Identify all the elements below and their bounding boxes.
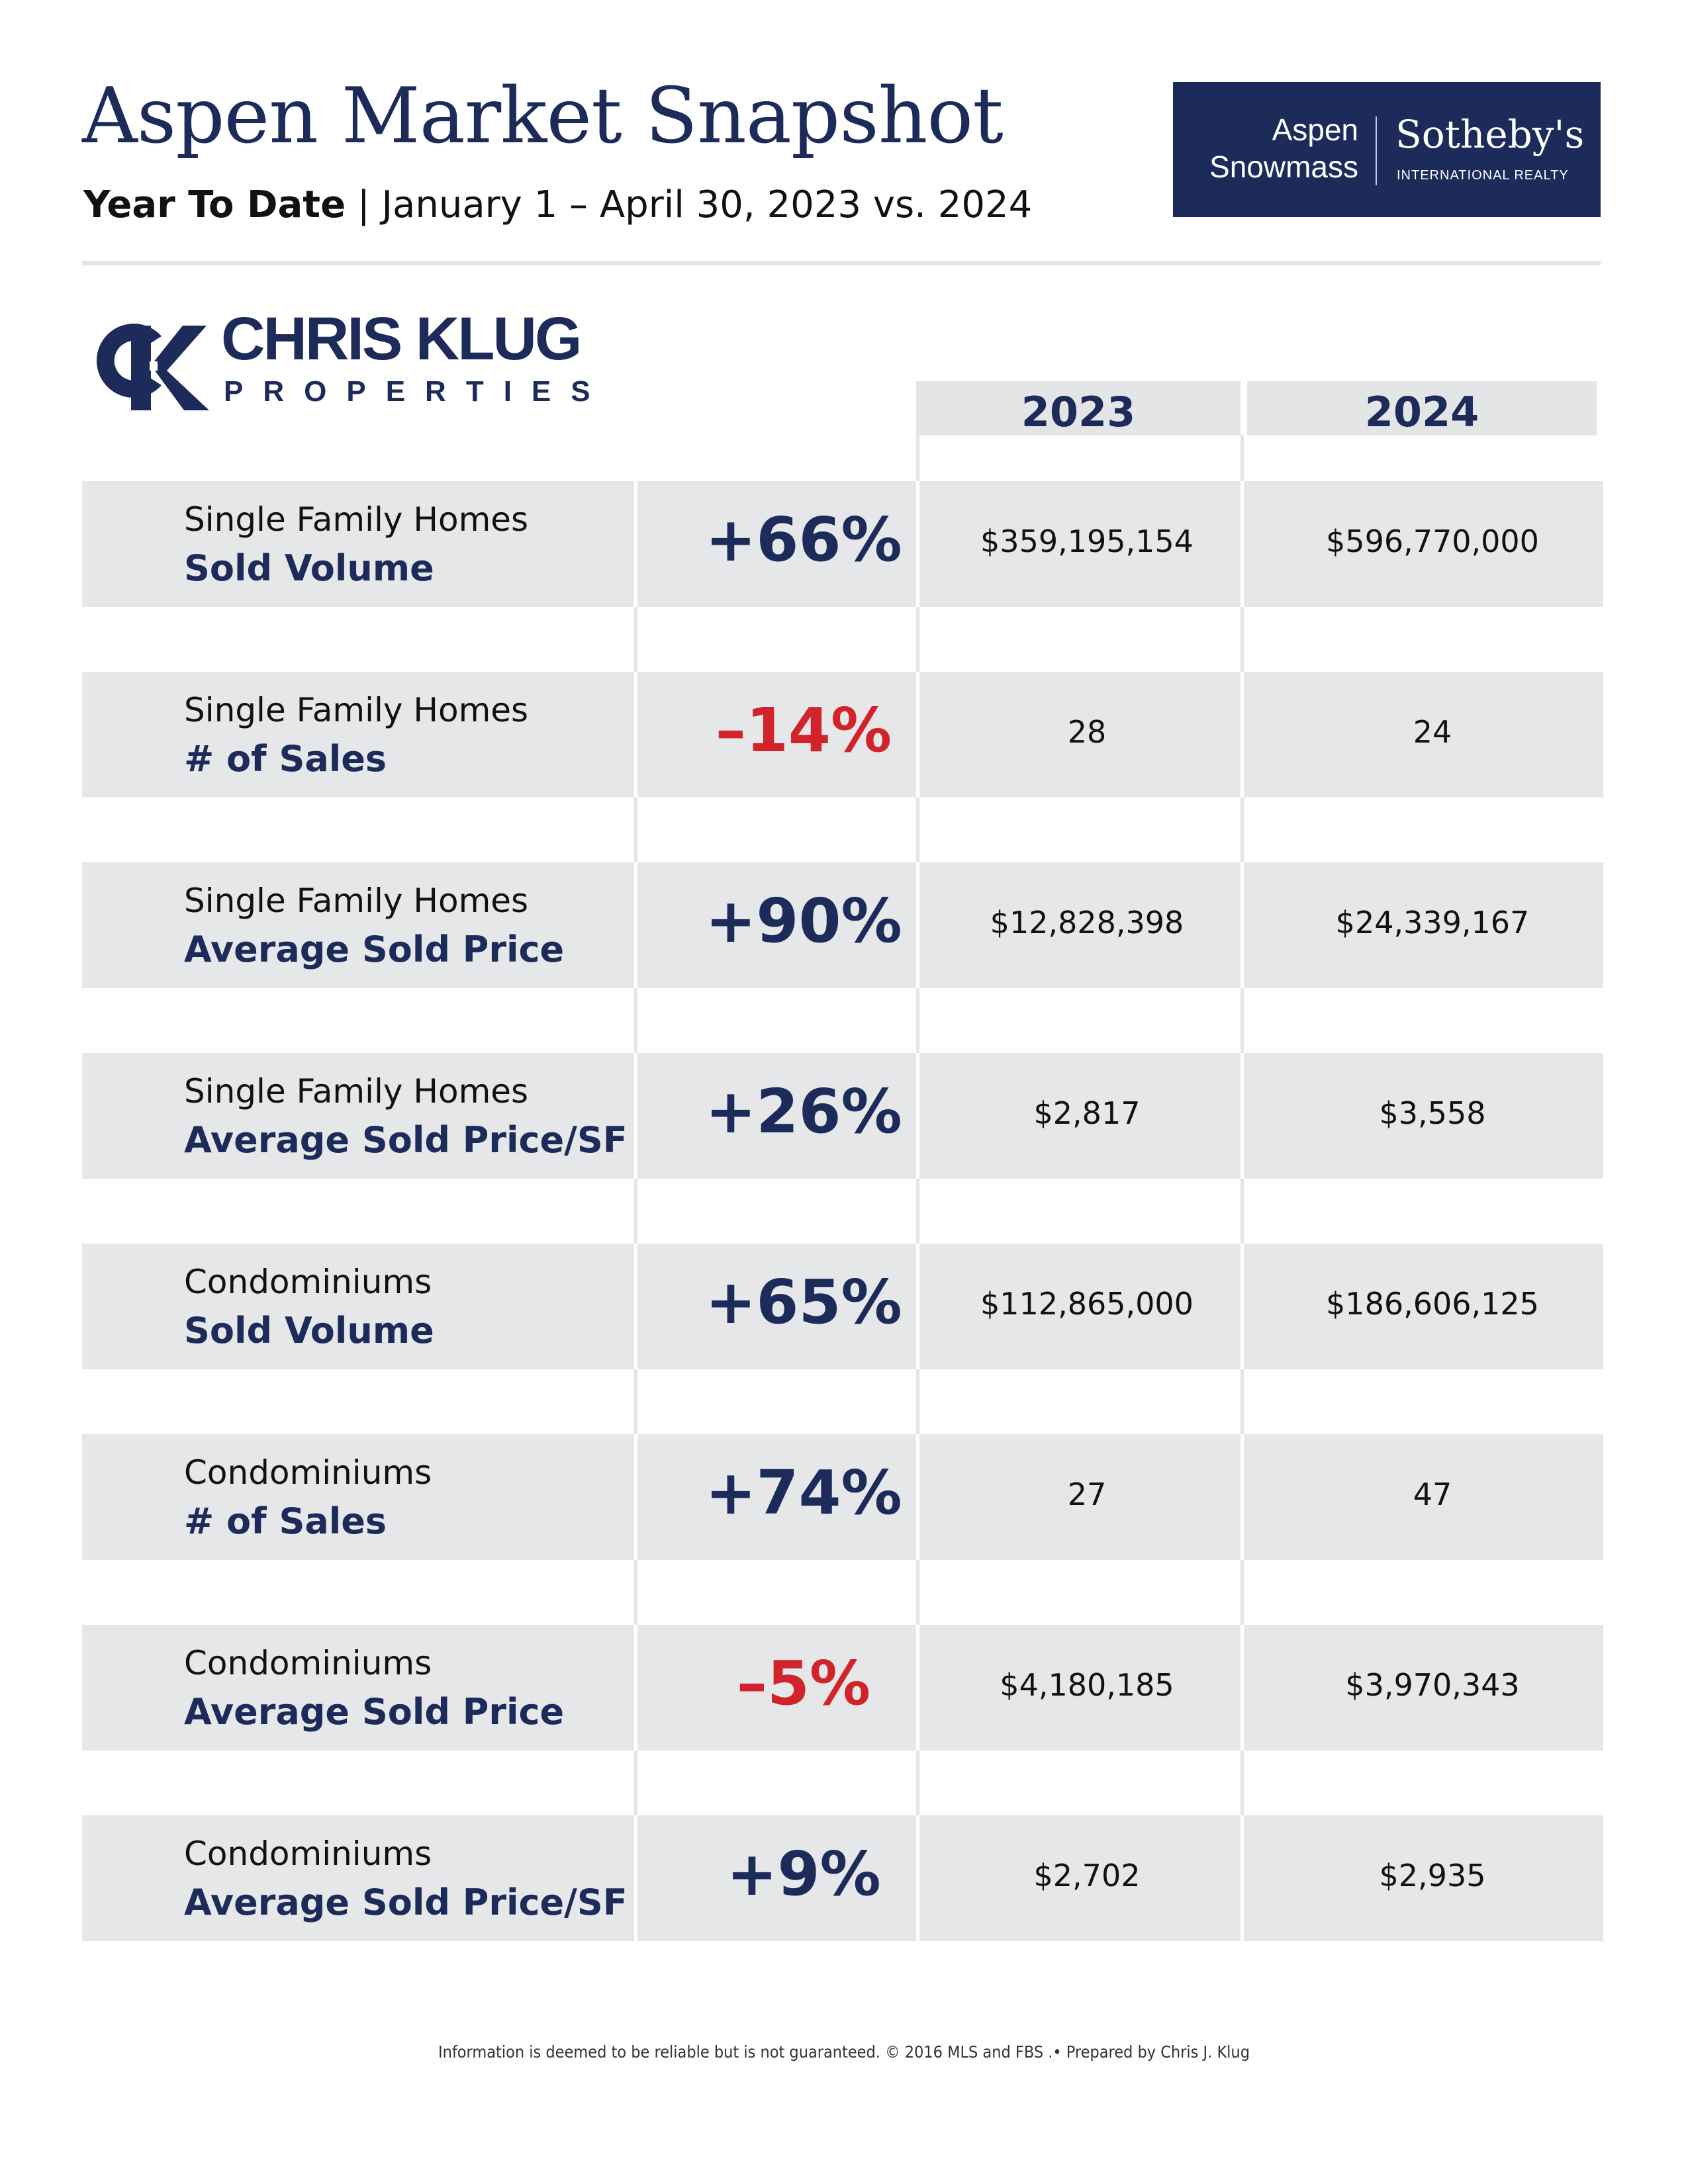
row-value-2023: $2,817 <box>1033 1095 1141 1131</box>
row-value-2024: $3,970,343 <box>1345 1667 1520 1703</box>
row-change: +9% <box>726 1839 881 1909</box>
subtitle-range: | January 1 – April 30, 2023 vs. 2024 <box>346 183 1033 226</box>
row-metric: Average Sold Price <box>184 1691 565 1733</box>
row-change: –14% <box>715 695 892 766</box>
table-row: Condominiums Average Sold Price –5% $4,180,… <box>82 1625 1603 1751</box>
column-header-2024: 2024 <box>1247 381 1597 436</box>
cell-divider <box>1241 1815 1244 1941</box>
cell-divider <box>1241 481 1244 607</box>
row-metric: Average Sold Price/SF <box>184 1882 628 1923</box>
row-metric: Sold Volume <box>184 1310 434 1351</box>
row-metric: Average Sold Price/SF <box>184 1119 628 1161</box>
cell-divider <box>916 672 919 797</box>
row-value-2023: $112,865,000 <box>980 1286 1194 1322</box>
row-metric: Average Sold Price <box>184 929 565 970</box>
sothebys-logo: Aspen Snowmass Sotheby's INTERNATIONAL R… <box>1173 82 1601 217</box>
cell-divider <box>916 481 919 607</box>
row-change: +26% <box>705 1076 902 1147</box>
row-value-2023: $12,828,398 <box>990 905 1184 940</box>
page-title: Aspen Market Snapshot <box>82 71 1004 161</box>
cell-divider <box>634 1053 637 1179</box>
cell-divider <box>634 1434 637 1560</box>
chris-klug-logo: CHRIS KLUG PROPERTIES <box>83 305 590 412</box>
header-divider <box>82 261 1601 265</box>
row-value-2024: $3,558 <box>1379 1095 1486 1131</box>
table-row: Condominiums # of Sales +74% 27 47 <box>82 1434 1603 1560</box>
cell-divider <box>916 1625 919 1751</box>
table-row: Condominiums Sold Volume +65% $112,865,000 $… <box>82 1244 1603 1369</box>
cell-divider <box>634 1244 637 1369</box>
cell-divider <box>1241 862 1244 988</box>
cell-divider <box>634 481 637 607</box>
aspen-snowmass-label: Aspen Snowmass <box>1209 111 1358 185</box>
row-change: –5% <box>736 1648 871 1719</box>
agent-name: CHRIS KLUG <box>221 305 582 373</box>
row-value-2023: 28 <box>1067 714 1107 750</box>
cell-divider <box>916 1815 919 1941</box>
table-row: Single Family Homes Average Sold Price/SF… <box>82 1053 1603 1179</box>
row-value-2023: $4,180,185 <box>1000 1667 1174 1703</box>
row-value-2024: $596,770,000 <box>1326 523 1539 559</box>
cell-divider <box>1241 1434 1244 1560</box>
column-separator-2024 <box>1241 435 1244 1940</box>
ck-monogram-icon <box>96 324 209 410</box>
agent-company: PROPERTIES <box>224 375 610 408</box>
row-value-2024: $24,339,167 <box>1335 905 1530 940</box>
row-category: Condominiums <box>184 1835 432 1873</box>
footer-disclaimer: Information is deemed to be reliable but… <box>438 2042 1250 2062</box>
table-row: Single Family Homes Average Sold Price +90… <box>82 862 1603 988</box>
column-header-2023: 2023 <box>916 381 1241 436</box>
row-category: Single Family Homes <box>184 691 529 729</box>
row-change: +65% <box>705 1267 902 1338</box>
row-category: Single Family Homes <box>184 1072 529 1111</box>
row-change: +74% <box>705 1457 902 1528</box>
row-value-2024: 47 <box>1413 1477 1452 1512</box>
cell-divider <box>916 862 919 988</box>
row-metric: # of Sales <box>184 1500 387 1542</box>
cell-divider <box>634 672 637 797</box>
table-row: Single Family Homes # of Sales –14% 28 24 <box>82 672 1603 797</box>
row-metric: Sold Volume <box>184 547 434 589</box>
row-category: Condominiums <box>184 1644 432 1682</box>
row-value-2023: 27 <box>1067 1477 1107 1512</box>
snowmass-line: Snowmass <box>1209 150 1358 184</box>
table-row: Condominiums Average Sold Price/SF +9% $2,7… <box>82 1815 1603 1941</box>
sothebys-subtitle: INTERNATIONAL REALTY <box>1397 168 1569 183</box>
aspen-line: Aspen <box>1272 113 1358 147</box>
cell-divider <box>634 1815 637 1941</box>
row-value-2024: $186,606,125 <box>1326 1286 1539 1322</box>
row-metric: # of Sales <box>184 738 387 780</box>
cell-divider <box>634 862 637 988</box>
cell-divider <box>916 1244 919 1369</box>
cell-divider <box>1241 1625 1244 1751</box>
row-change: +90% <box>705 886 902 956</box>
cell-divider <box>1241 1053 1244 1179</box>
row-change: +66% <box>705 504 902 575</box>
row-category: Single Family Homes <box>184 882 529 920</box>
row-category: Condominiums <box>184 1453 432 1492</box>
column-separator-2023 <box>916 435 919 1940</box>
row-category: Condominiums <box>184 1263 432 1301</box>
row-value-2023: $2,702 <box>1033 1858 1141 1893</box>
subtitle-period: Year To Date <box>83 183 346 226</box>
cell-divider <box>1241 1244 1244 1369</box>
cell-divider <box>634 1625 637 1751</box>
row-category: Single Family Homes <box>184 500 529 539</box>
cell-divider <box>916 1053 919 1179</box>
sothebys-name: Sotheby's <box>1395 112 1585 157</box>
row-value-2024: $2,935 <box>1379 1858 1486 1893</box>
cell-divider <box>916 1434 919 1560</box>
page-subtitle: Year To Date | January 1 – April 30, 202… <box>83 187 1032 224</box>
row-value-2024: 24 <box>1413 714 1452 750</box>
logo-divider <box>1376 116 1377 185</box>
table-row: Single Family Homes Sold Volume +66% $359,1… <box>82 481 1603 607</box>
row-value-2023: $359,195,154 <box>980 523 1194 559</box>
cell-divider <box>1241 672 1244 797</box>
